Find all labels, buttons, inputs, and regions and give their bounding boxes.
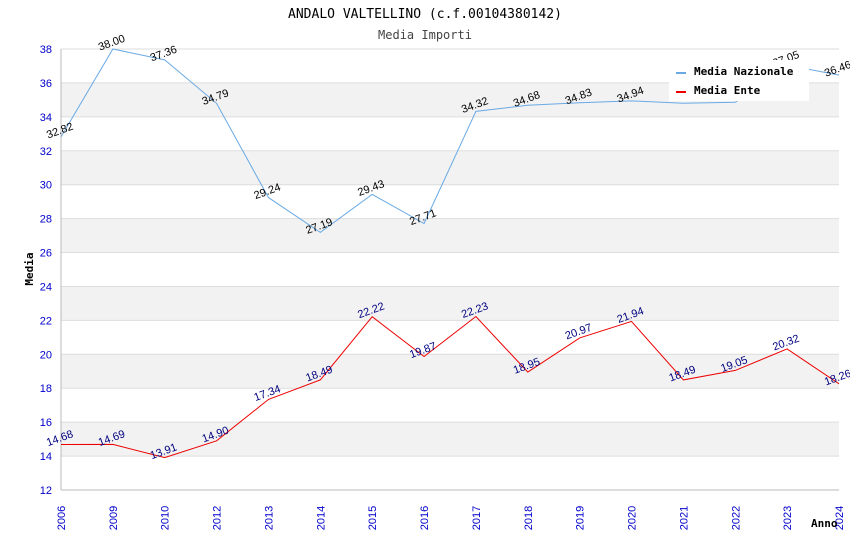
y-tick-label: 30 xyxy=(40,180,52,192)
x-tick-label: 2020 xyxy=(627,506,639,530)
y-tick-label: 36 xyxy=(40,78,52,90)
x-tick-label: 2013 xyxy=(263,506,275,530)
x-tick-label: 2012 xyxy=(212,506,224,530)
x-tick-label: 2021 xyxy=(678,506,690,530)
x-tick-label: 2010 xyxy=(160,506,172,530)
y-tick-label: 12 xyxy=(40,485,52,497)
x-tick-label: 2022 xyxy=(730,506,742,530)
x-tick-label: 2006 xyxy=(56,506,68,530)
x-tick-labels: 2006 2009 2010 2012 2013 2014 2015 2016 2017 2018… xyxy=(56,506,846,530)
y-tick-labels: 12 14 16 18 20 22 24 26 28 30 32 34 36 38 xyxy=(40,44,52,497)
y-axis-label: Media xyxy=(23,252,36,285)
y-tick-label: 32 xyxy=(40,146,52,158)
legend: Media Nazionale Media Ente xyxy=(669,60,809,101)
data-label-nazionale: 37.36 xyxy=(149,44,179,65)
x-tick-label: 2018 xyxy=(523,506,535,530)
x-tick-label: 2017 xyxy=(471,506,483,530)
y-tick-label: 20 xyxy=(40,349,52,361)
chart-subtitle: Media Importi xyxy=(378,28,472,42)
background-bands xyxy=(61,82,839,457)
data-label-ente: 20.97 xyxy=(564,322,594,343)
x-tick-label: 2024 xyxy=(834,506,846,530)
y-tick-label: 28 xyxy=(40,214,52,226)
y-tick-label: 18 xyxy=(40,383,52,395)
x-axis-label: Anno xyxy=(811,517,838,530)
x-tick-label: 2015 xyxy=(367,506,379,530)
y-tick-label: 38 xyxy=(40,44,52,56)
x-tick-label: 2016 xyxy=(419,506,431,530)
background-band xyxy=(61,218,839,253)
legend-label-ente: Media Ente xyxy=(694,84,761,97)
legend-label-nazionale: Media Nazionale xyxy=(694,65,794,78)
series-lines xyxy=(60,48,840,459)
x-tick-label: 2009 xyxy=(108,506,120,530)
background-band xyxy=(61,286,839,321)
y-tick-label: 22 xyxy=(40,315,52,327)
y-tick-label: 14 xyxy=(40,451,52,463)
legend-background xyxy=(669,60,809,101)
data-label-ente: 20.32 xyxy=(771,333,801,354)
background-band xyxy=(61,354,839,389)
y-tick-label: 24 xyxy=(40,281,52,293)
x-tick-label: 2019 xyxy=(575,506,587,530)
y-tick-label: 16 xyxy=(40,417,52,429)
x-tick-label: 2023 xyxy=(782,506,794,530)
data-label-nazionale: 36.46 xyxy=(823,59,850,80)
series-line-nazionale xyxy=(60,48,840,234)
y-tick-label: 26 xyxy=(40,248,52,260)
series-line-ente xyxy=(60,315,840,459)
chart-title: ANDALO VALTELLINO (c.f.00104380142) xyxy=(288,7,562,22)
background-band xyxy=(61,422,839,457)
y-tick-label: 34 xyxy=(40,112,52,124)
x-tick-label: 2014 xyxy=(315,506,327,530)
